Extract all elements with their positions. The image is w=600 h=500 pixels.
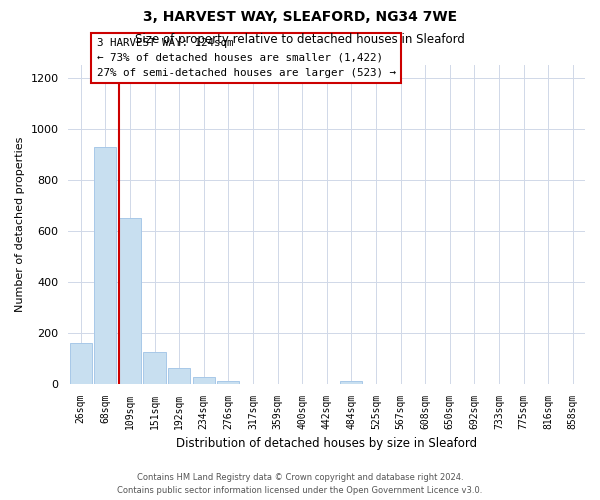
Bar — [340, 381, 362, 384]
Text: 3 HARVEST WAY: 124sqm
← 73% of detached houses are smaller (1,422)
27% of semi-d: 3 HARVEST WAY: 124sqm ← 73% of detached … — [97, 38, 395, 78]
Bar — [217, 381, 239, 384]
Bar — [143, 352, 166, 384]
Text: 3, HARVEST WAY, SLEAFORD, NG34 7WE: 3, HARVEST WAY, SLEAFORD, NG34 7WE — [143, 10, 457, 24]
Text: Contains HM Land Registry data © Crown copyright and database right 2024.
Contai: Contains HM Land Registry data © Crown c… — [118, 473, 482, 495]
Y-axis label: Number of detached properties: Number of detached properties — [15, 136, 25, 312]
Bar — [94, 146, 116, 384]
Text: Size of property relative to detached houses in Sleaford: Size of property relative to detached ho… — [135, 32, 465, 46]
Bar — [168, 368, 190, 384]
Bar — [70, 343, 92, 384]
Bar — [193, 376, 215, 384]
Bar — [119, 218, 141, 384]
X-axis label: Distribution of detached houses by size in Sleaford: Distribution of detached houses by size … — [176, 437, 477, 450]
